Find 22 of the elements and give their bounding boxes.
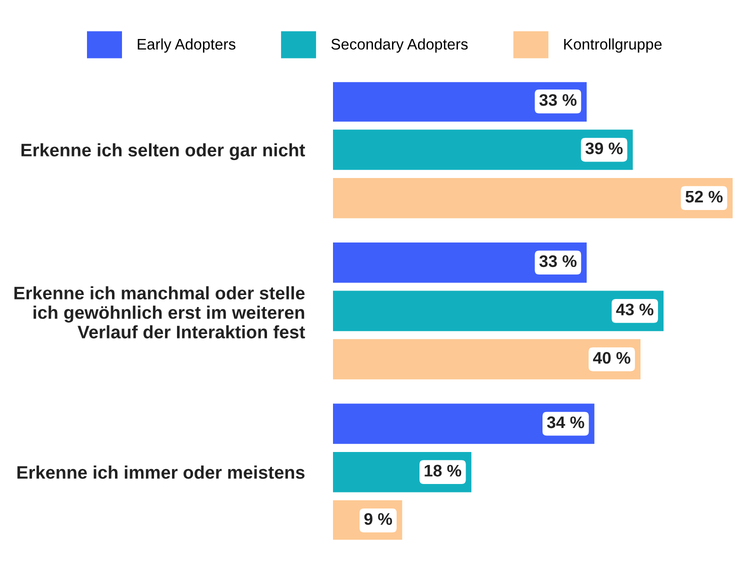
bar: [333, 82, 587, 122]
legend-label: Kontrollgruppe: [564, 38, 662, 53]
bar: [333, 130, 633, 170]
bar: [333, 290, 664, 332]
data-label: 40 %: [593, 352, 630, 364]
data-label: 18 %: [424, 464, 462, 477]
data-label: 43 %: [616, 304, 654, 316]
data-label: 33 %: [539, 94, 577, 106]
legend-label: Early Adopters: [138, 38, 236, 53]
bar: [333, 242, 587, 283]
bar: [333, 404, 594, 444]
data-label: 34 %: [547, 416, 584, 428]
data-label: 52 %: [686, 190, 723, 203]
data-label: 9 %: [364, 513, 392, 525]
data-label: 39 %: [585, 142, 623, 154]
bar: [333, 339, 640, 380]
y-tick-label: Erkenne ich immer oder meistens: [17, 466, 304, 479]
bar: [333, 178, 733, 218]
data-label: 33 %: [539, 255, 577, 268]
y-tick-label: Erkenne ich manchmal oder stelle ich gewöhnlich erst im weiteren Verlauf der Interaktion fest: [14, 286, 306, 338]
y-tick-label: Erkenne ich selten oder gar nicht: [21, 143, 306, 160]
legend-label: Secondary Adopters: [331, 38, 468, 53]
